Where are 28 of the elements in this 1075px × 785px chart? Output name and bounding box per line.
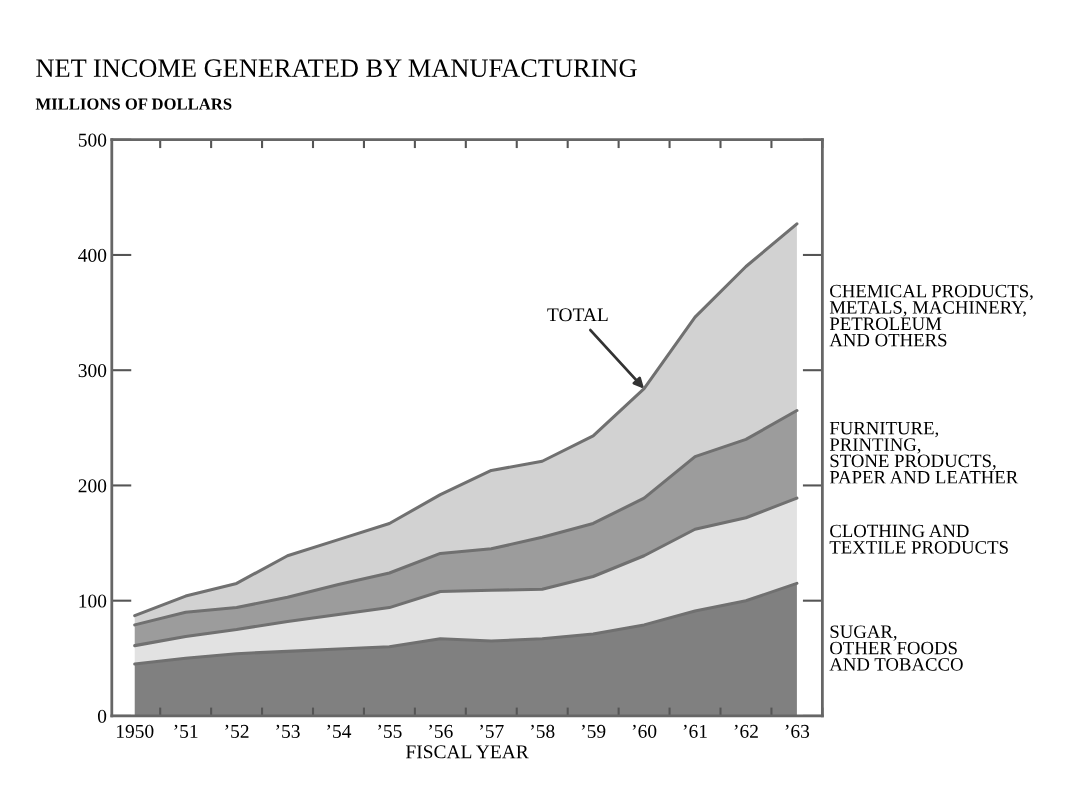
x-tick-label: 1950	[116, 724, 154, 738]
x-tick-label: ’58	[530, 724, 555, 738]
chart-title: NET INCOME GENERATED BY MANUFACTURING	[36, 59, 637, 78]
series-label: SUGAR, OTHER FOODS AND TOBACCO	[829, 625, 963, 671]
x-axis-title: FISCAL YEAR	[405, 745, 529, 759]
y-tick-label: 200	[78, 479, 107, 493]
x-tick-label: ’55	[378, 724, 402, 738]
x-tick-label: ’56	[429, 724, 453, 738]
x-tick-label: ’62	[734, 724, 758, 738]
annotation: TOTAL	[547, 308, 608, 322]
series-label: FURNITURE, PRINTING, STONE PRODUCTS, PAPER AND LEATHER	[829, 422, 1019, 484]
x-tick-label: ’53	[276, 724, 300, 738]
y-tick-label: 500	[78, 133, 107, 147]
x-tick-label: ’63	[785, 724, 810, 738]
y-tick-label: 100	[79, 594, 107, 608]
x-tick-label: ’59	[581, 724, 606, 738]
series-label: CHEMICAL PRODUCTS, METALS, MACHINERY, PETROLEUM AND OTHERS	[829, 284, 1033, 347]
x-tick-label: ’57	[480, 724, 504, 738]
x-tick-label: ’61	[683, 724, 707, 738]
x-tick-label: ’54	[327, 724, 352, 738]
x-tick-label: ’52	[225, 724, 249, 738]
y-tick-label: 300	[78, 364, 107, 378]
x-tick-label: ’60	[632, 724, 657, 738]
y-tick-label: 400	[78, 248, 107, 262]
x-tick-label: ’51	[174, 724, 198, 738]
y-axis-title: MILLIONS OF DOLLARS	[35, 98, 232, 110]
y-tick-label: 0	[97, 709, 107, 723]
series-label: CLOTHING AND TEXTILE PRODUCTS	[829, 524, 1008, 554]
